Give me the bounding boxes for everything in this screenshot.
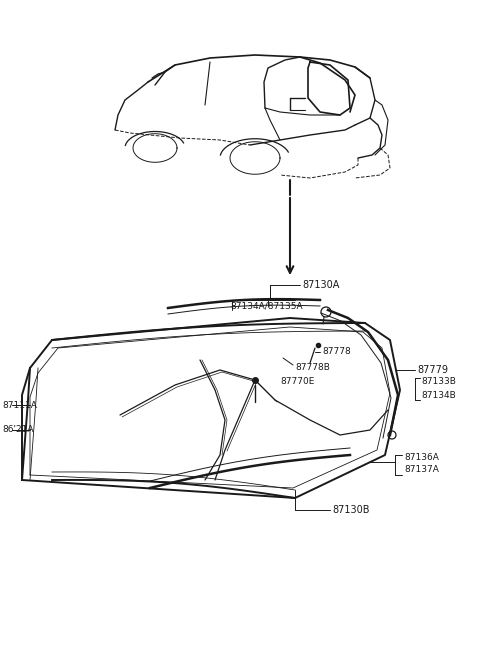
- Text: 87134A/87135A: 87134A/87135A: [230, 302, 302, 311]
- Text: 87778B: 87778B: [295, 363, 330, 373]
- Text: 87778: 87778: [322, 348, 351, 357]
- Text: 87133B: 87133B: [421, 378, 456, 386]
- Text: 87130B: 87130B: [332, 505, 370, 515]
- Text: 87134B: 87134B: [421, 390, 456, 399]
- Text: 87779: 87779: [417, 365, 448, 375]
- Text: 87137A: 87137A: [404, 466, 439, 474]
- Text: 87770E: 87770E: [280, 378, 314, 386]
- Text: 87136A: 87136A: [404, 453, 439, 463]
- Text: 87111A: 87111A: [2, 401, 37, 409]
- Text: 87130A: 87130A: [302, 280, 339, 290]
- Text: 86'21A: 86'21A: [2, 426, 34, 434]
